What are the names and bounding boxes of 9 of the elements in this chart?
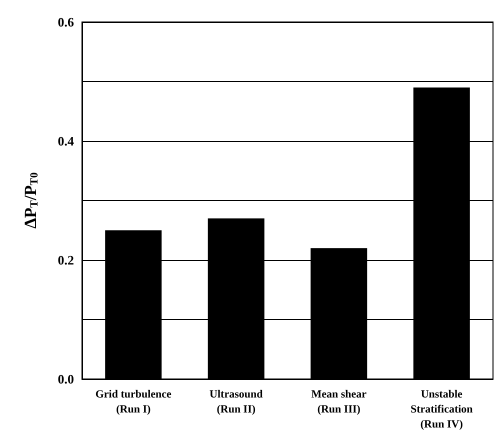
- y-axis-title: ΔPT/PT0: [21, 172, 40, 229]
- x-tick-label: Mean shear (Run III): [311, 388, 367, 416]
- x-tick-label: Ultrasound (Run II): [210, 388, 263, 416]
- y-tick-label: 0.2: [58, 252, 74, 268]
- y-tick-label: 0.4: [58, 134, 74, 148]
- y-tick-label: 0.0: [58, 372, 74, 386]
- x-tick-label: Unstable Stratification (Run IV): [410, 388, 473, 430]
- x-tick-label: Grid turbulence (Run I): [95, 388, 172, 416]
- y-tick-label: 0.6: [58, 14, 74, 30]
